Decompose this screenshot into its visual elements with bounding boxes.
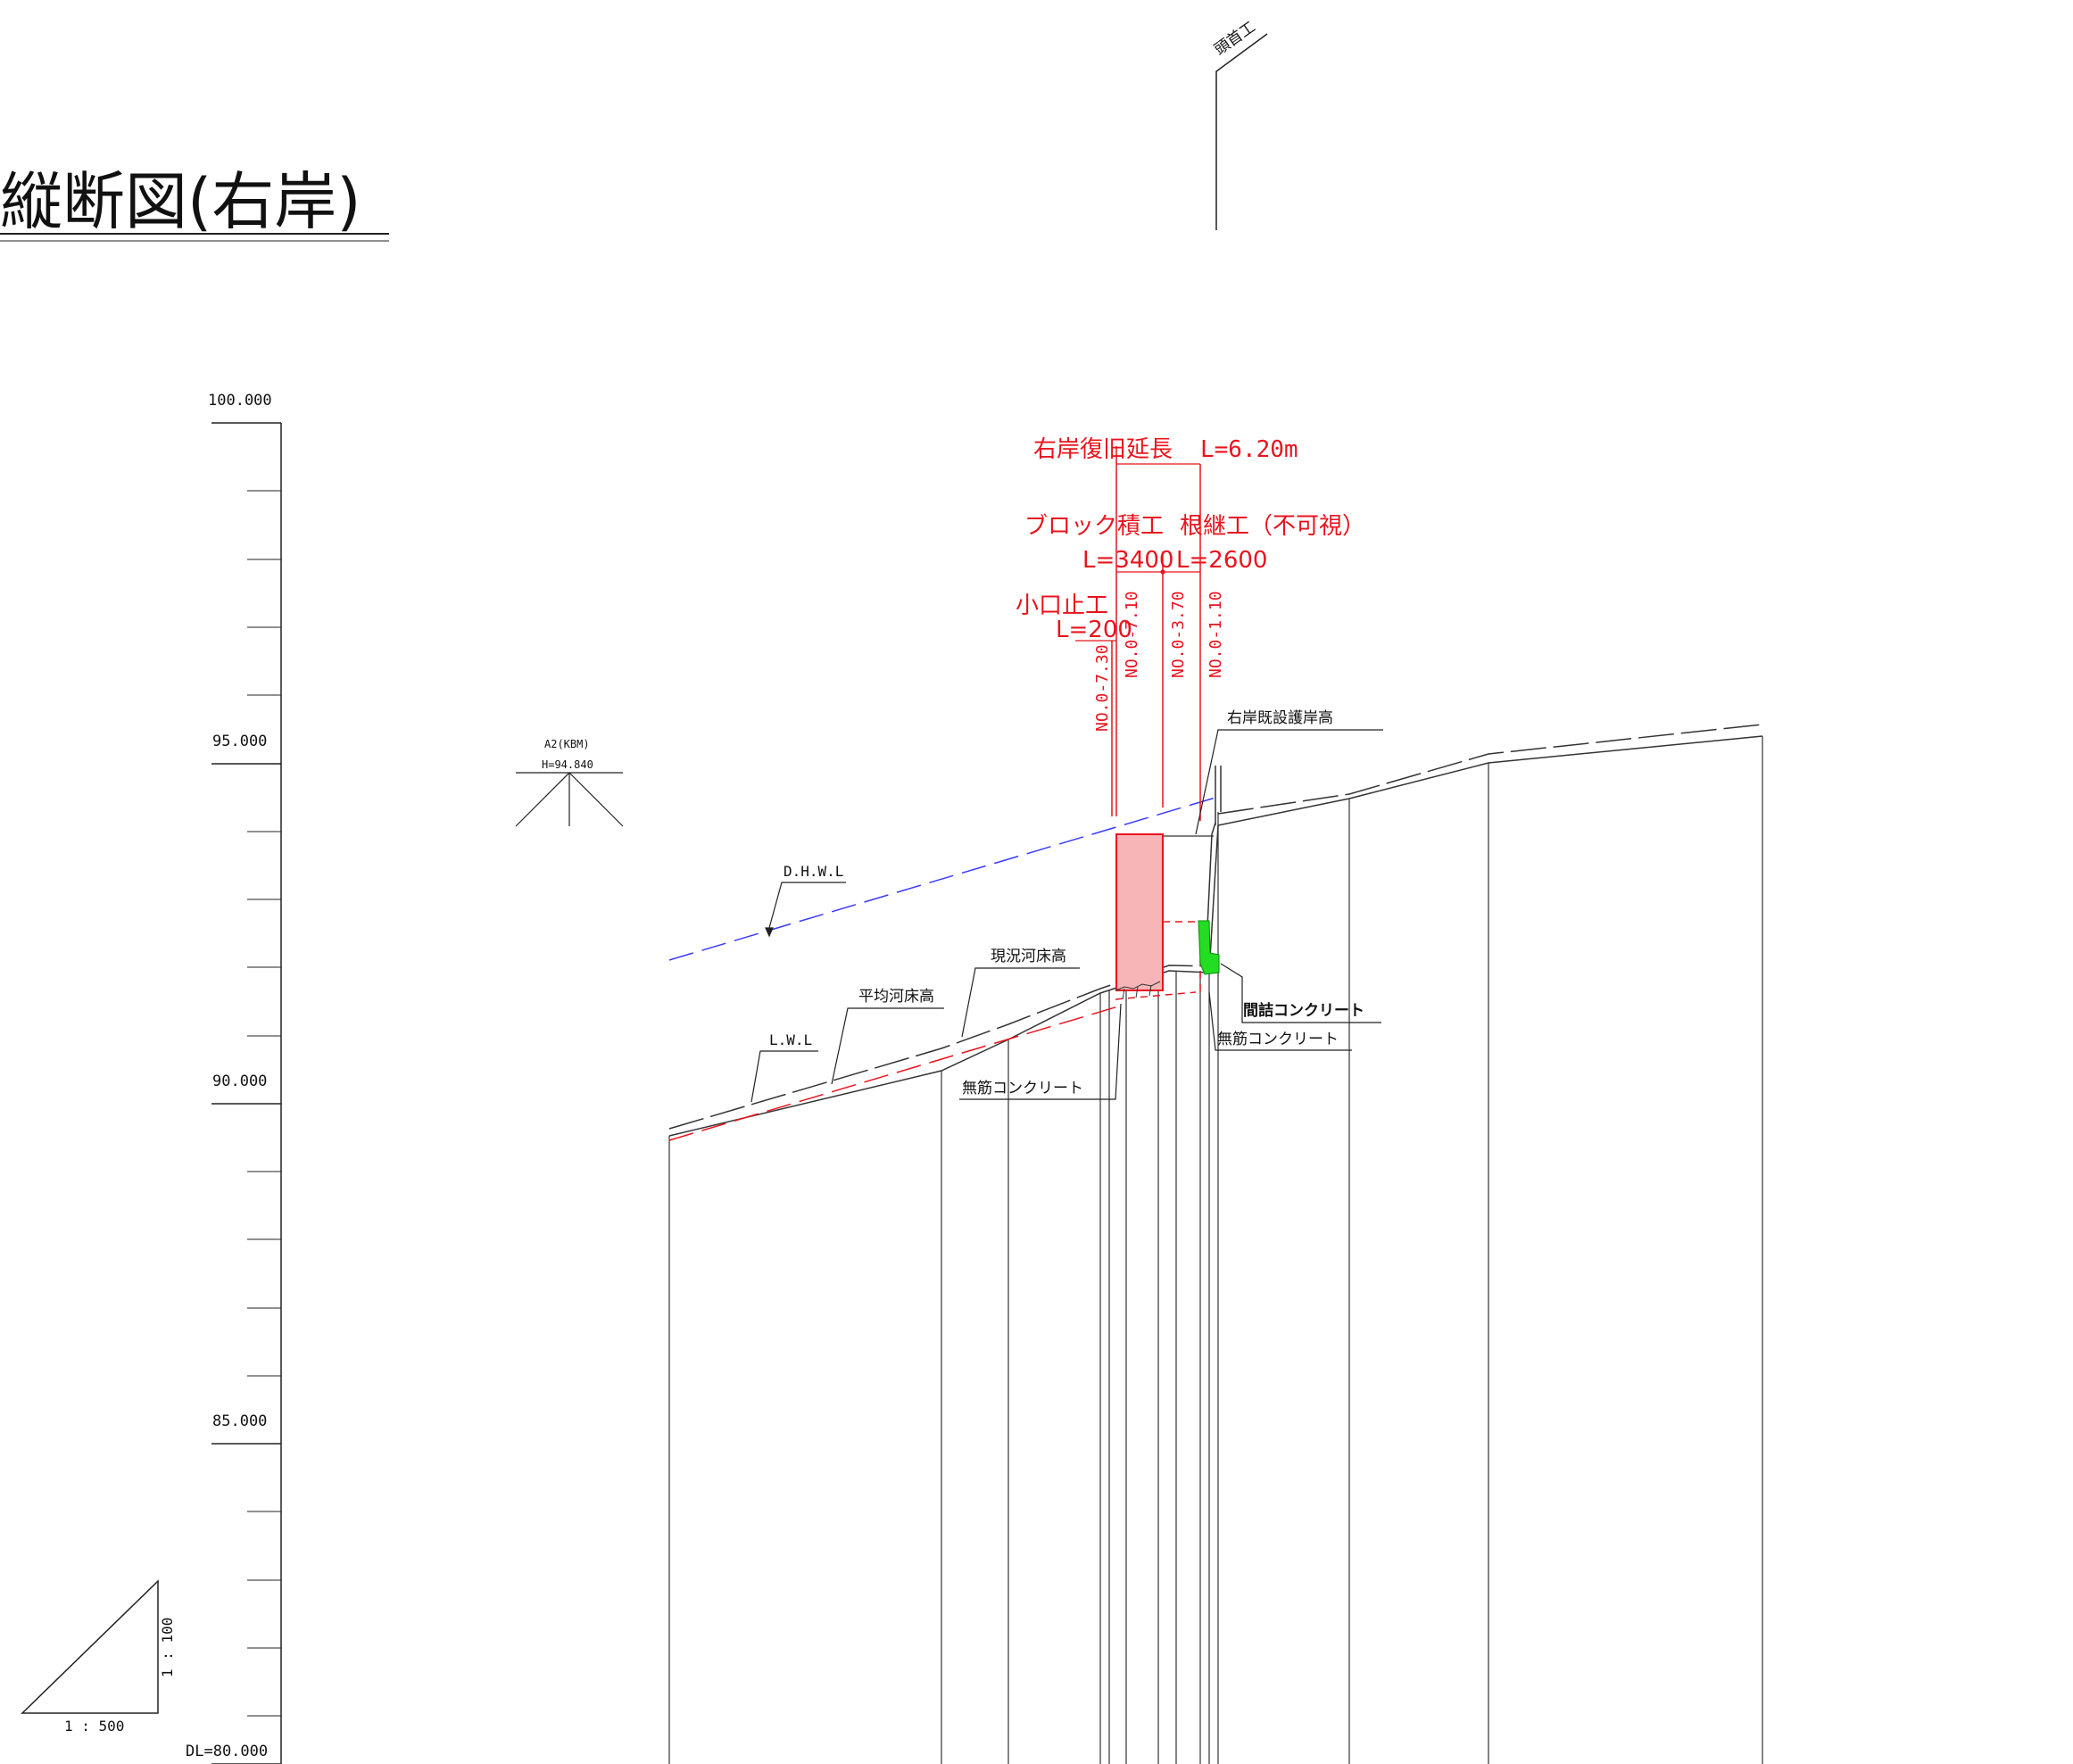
existing-revetment-wall [1163,766,1222,973]
horizontal-ratio: 1 : 500 [64,1718,124,1735]
lwl-line [668,1006,1119,1141]
end-stop-length: L=200 [1056,617,1132,643]
leader-avg-riverbed [831,1007,944,1085]
joint-concrete-label: 間詰コンクリート [1243,1001,1364,1020]
dimension-lines [1075,463,1200,642]
leader-plain-concrete-left [959,1003,1122,1100]
restoration-total-label: 右岸復旧延長 [1033,436,1173,463]
end-stop-hatch [1115,981,1161,1000]
benchmark-name: A2(KBM) [544,738,590,750]
current-riverbed-label: 現況河床高 [991,948,1066,965]
dhwl-label: D.H.W.L [784,863,843,880]
tick-label-dl: DL=80.000 [186,1743,268,1760]
station-label-3: NO.0-3.70 [1169,591,1188,678]
leader-dhwl [765,882,846,938]
dhwl-line [668,796,1219,961]
avg-riverbed-label: 平均河床高 [858,988,934,1006]
station-lines [668,736,1763,1764]
headworks-label: 頭首工 [1211,18,1258,59]
leader-joint-concrete [1220,963,1381,1023]
underpinning-length: L=2600 [1176,547,1267,574]
plain-concrete-right-label: 無筋コンクリート [1217,1031,1339,1048]
block-masonry-label: ブロック積工 [1024,513,1164,540]
block-masonry-section [1115,833,1164,991]
vertical-ratio: 1 : 100 [159,1618,176,1677]
restoration-total-length: L=6.20m [1200,436,1298,463]
scale-triangle [21,1579,159,1714]
benchmark-height: H=94.840 [542,758,593,771]
revetment-top-line [1217,724,1763,815]
elevation-scale [211,422,282,1764]
leader-current-riverbed [961,967,1080,1038]
station-marker-lines [1111,446,1201,821]
tick-label-90: 90.000 [212,1072,267,1090]
benchmark-symbol [515,772,624,827]
joint-concrete-fill [1198,920,1220,975]
tick-label-100: 100.000 [208,392,272,410]
existing-revetment-label: 右岸既設護岸高 [1227,709,1333,727]
underpinning-label: 根継工（不可視） [1180,513,1365,540]
lwl-label: L.W.L [769,1031,812,1048]
tick-label-85: 85.000 [212,1412,267,1430]
plain-concrete-left-label: 無筋コンクリート [962,1080,1083,1097]
station-label-2: NO.0-7.10 [1123,591,1141,678]
leader-plain-concrete-right [1208,991,1352,1051]
drawing-title: 縦断図(右岸) [0,165,361,238]
ground-profile [668,735,1763,1137]
leader-lwl [750,1050,818,1103]
end-stop-label: 小口止工 [1016,592,1108,619]
planned-grade-line [668,965,1215,1130]
block-masonry-length: L=3400 [1082,547,1173,574]
leader-existing-revetment [1195,729,1383,835]
headworks-marker: 頭首工 [1211,18,1268,230]
tick-label-95: 95.000 [212,733,267,750]
station-label-4: NO.0-1.10 [1206,591,1225,678]
station-label-1: NO.0-7.30 [1093,644,1112,732]
